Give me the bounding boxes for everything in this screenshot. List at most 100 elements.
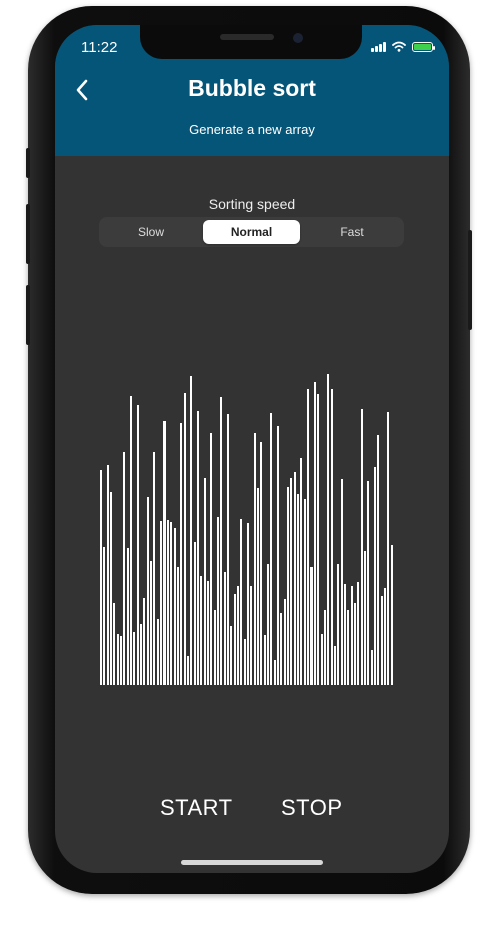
sorting-speed-label: Sorting speed	[208, 196, 296, 212]
array-bar	[307, 389, 310, 685]
volume-down-button	[26, 285, 30, 345]
array-bar	[270, 413, 273, 685]
array-bar	[243, 639, 246, 685]
power-button	[468, 230, 472, 330]
array-bar	[196, 411, 199, 685]
battery-icon	[412, 41, 435, 52]
array-bar	[133, 632, 136, 685]
array-bar	[283, 599, 286, 685]
camera-icon	[293, 33, 303, 43]
array-bar	[120, 636, 123, 685]
array-bar	[153, 452, 156, 685]
array-bar	[160, 521, 163, 685]
array-bar	[250, 586, 253, 685]
array-bar	[140, 624, 143, 685]
array-bar	[280, 613, 283, 685]
array-bar	[337, 564, 340, 685]
array-bar	[343, 584, 346, 685]
array-bar	[317, 394, 320, 685]
array-bar	[236, 586, 239, 685]
array-bar	[360, 409, 363, 685]
array-bar	[150, 561, 153, 685]
array-bar	[257, 488, 260, 685]
array-bar	[106, 465, 109, 685]
array-bar	[220, 397, 223, 685]
array-bar	[263, 635, 266, 685]
array-bar	[156, 619, 159, 685]
array-bar	[330, 389, 333, 685]
array-bar	[353, 603, 356, 685]
chevron-left-icon[interactable]	[71, 74, 95, 106]
array-bar	[390, 545, 393, 685]
array-bar	[240, 519, 243, 685]
array-bar	[116, 634, 119, 685]
array-bar	[136, 405, 139, 685]
array-bar	[320, 634, 323, 685]
array-bar	[350, 586, 353, 685]
array-bar	[163, 421, 166, 685]
array-bar	[287, 487, 290, 685]
array-bar	[370, 650, 373, 685]
array-bar	[130, 396, 133, 685]
array-bar	[357, 582, 360, 685]
status-time: 11:22	[81, 39, 118, 56]
array-bar	[367, 481, 370, 685]
array-bar	[230, 626, 233, 685]
speed-option-slow[interactable]: Slow	[137, 225, 164, 239]
array-bar	[193, 542, 196, 685]
array-bar	[387, 412, 390, 685]
array-bar	[183, 393, 186, 685]
array-bar	[383, 588, 386, 685]
array-bar	[233, 594, 236, 685]
array-bar	[216, 517, 219, 685]
battery-fill	[414, 43, 431, 50]
page-title: Bubble sort	[188, 75, 316, 101]
speed-segmented-control: Slow Normal Fast	[99, 217, 404, 247]
array-bar	[186, 656, 189, 685]
array-bar	[206, 581, 209, 685]
array-bar	[293, 472, 296, 685]
array-bar	[267, 564, 270, 685]
array-bar	[310, 567, 313, 685]
array-bar	[123, 452, 126, 685]
array-bar	[113, 603, 116, 685]
array-bar	[373, 467, 376, 685]
notch	[140, 25, 362, 59]
speed-option-fast[interactable]: Fast	[340, 225, 364, 239]
ringer-switch	[26, 148, 30, 178]
array-bar	[226, 414, 229, 685]
home-indicator	[181, 860, 323, 865]
array-bar	[190, 376, 193, 685]
array-bar	[247, 523, 250, 685]
array-bar	[180, 423, 183, 685]
array-bar	[223, 572, 226, 685]
signal-icon	[371, 41, 386, 52]
array-bar	[213, 610, 216, 685]
array-bar	[203, 478, 206, 685]
array-bar	[273, 660, 276, 685]
generate-array-button[interactable]: Generate a new array	[189, 122, 315, 137]
app-screen: 11:22 Bubble sort Generate a new array S…	[55, 25, 449, 873]
array-bar	[166, 520, 169, 685]
array-bar	[377, 435, 380, 685]
array-bar	[253, 433, 256, 685]
speaker-icon	[220, 34, 274, 40]
array-bar	[313, 382, 316, 685]
array-bar	[380, 596, 383, 685]
start-button[interactable]: START	[160, 795, 233, 820]
array-bars	[100, 365, 394, 685]
array-bar	[347, 610, 350, 685]
array-bar	[340, 479, 343, 685]
array-bar	[146, 497, 149, 685]
array-bar	[200, 576, 203, 685]
stop-button[interactable]: STOP	[281, 795, 343, 820]
array-bar	[297, 494, 300, 685]
array-bar	[300, 458, 303, 685]
array-bar	[173, 528, 176, 685]
volume-up-button	[26, 204, 30, 264]
array-bar	[103, 547, 106, 685]
speed-option-normal[interactable]: Normal	[203, 220, 300, 244]
app-header: 11:22 Bubble sort Generate a new array	[55, 25, 449, 156]
array-bar	[143, 598, 146, 685]
array-bar	[333, 646, 336, 685]
